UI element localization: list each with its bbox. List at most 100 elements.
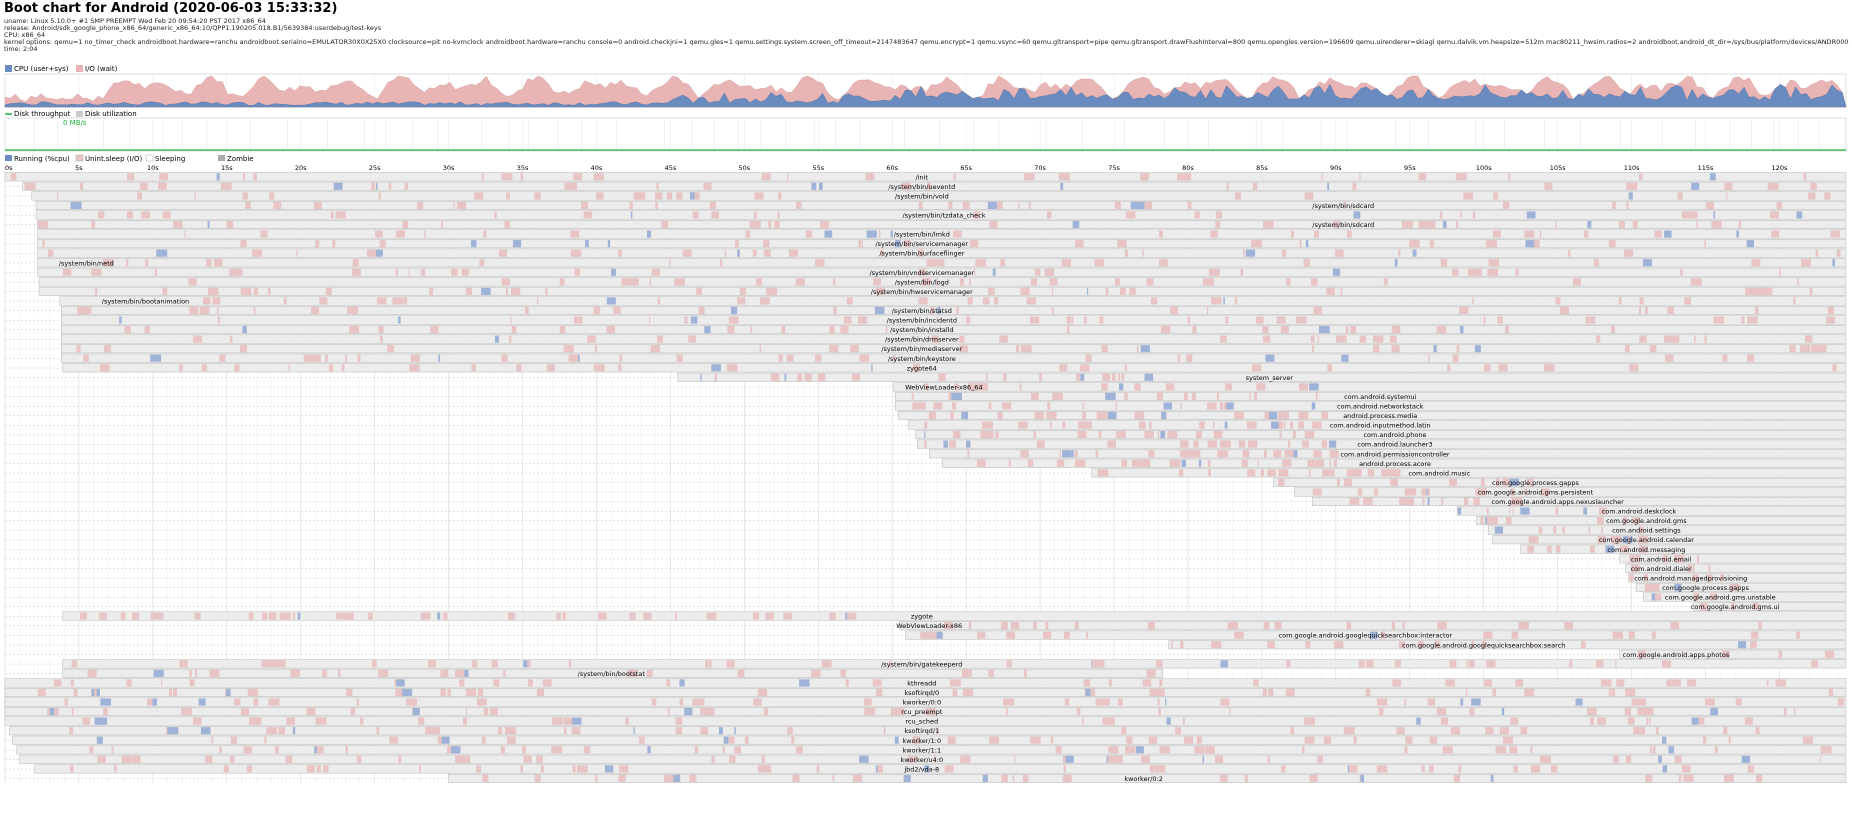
process-row[interactable]: com.android.inputmethod.latin xyxy=(5,420,1847,430)
activity-mark xyxy=(1662,736,1667,744)
process-row[interactable]: /system/bin/servicemanager xyxy=(5,239,1847,248)
activity-mark xyxy=(1674,555,1685,563)
process-row[interactable]: ksoftirqd/0 xyxy=(4,688,1847,697)
process-row[interactable]: com.google.android.apps.nexuslauncher xyxy=(5,497,1847,506)
zombie-legend: Zombie xyxy=(227,155,254,163)
process-name: /system/bin/statsd xyxy=(892,307,952,315)
activity-mark xyxy=(279,612,290,620)
process-row[interactable]: /system/bin/lmkd xyxy=(5,229,1847,239)
activity-mark xyxy=(1119,383,1124,391)
process-row[interactable]: zygote64 xyxy=(5,363,1847,373)
activity-mark xyxy=(1223,402,1228,410)
process-row[interactable]: ksoftirqd/1 xyxy=(5,726,1847,735)
activity-mark xyxy=(1149,421,1152,429)
process-row[interactable]: /system/bin/sdcard xyxy=(5,200,1847,210)
activity-mark xyxy=(959,345,968,353)
process-row[interactable]: com.android.deskclock xyxy=(5,506,1847,516)
process-row[interactable]: com.android.permissioncontroller xyxy=(5,449,1847,458)
activity-mark xyxy=(1057,459,1065,467)
process-row[interactable]: /system/bin/netd xyxy=(5,258,1847,267)
process-row[interactable]: android.process.acore xyxy=(5,458,1847,468)
process-row[interactable]: com.android.managedprovisioning xyxy=(5,573,1847,583)
process-row[interactable]: /system/bin/keystore xyxy=(5,353,1847,363)
process-row[interactable]: /system/bin/incidentd xyxy=(5,315,1847,325)
process-row[interactable]: com.google.android.googlequicksearchbox:… xyxy=(5,630,1847,640)
process-row[interactable]: kthreadd xyxy=(4,678,1847,688)
process-row[interactable]: zygote xyxy=(5,611,1847,621)
process-row[interactable]: com.google.android.gms.unstable xyxy=(5,592,1847,602)
process-row[interactable]: com.google.process.gapps xyxy=(5,477,1847,487)
process-name: /system/bin/tzdata_check xyxy=(902,212,985,220)
process-row[interactable]: WebViewLoader-x86_64 xyxy=(5,382,1847,392)
process-row[interactable]: /system/bin/logd xyxy=(5,277,1847,287)
activity-mark xyxy=(240,240,247,248)
process-row[interactable]: com.android.dialer xyxy=(5,563,1847,573)
activity-mark xyxy=(1262,326,1269,334)
process-row[interactable]: /system/bin/bootanimation xyxy=(5,296,1847,306)
process-row[interactable]: WebViewLoader-x86 xyxy=(5,621,1847,630)
process-row[interactable]: kworker/u4:0 xyxy=(5,754,1847,764)
process-row[interactable]: kworker/1:1 xyxy=(5,745,1847,755)
activity-mark xyxy=(1741,316,1745,324)
process-row[interactable]: com.google.process.gapps xyxy=(5,582,1847,592)
process-row[interactable]: com.google.android.gms.persistent xyxy=(5,487,1847,497)
process-row[interactable]: com.android.launcher3 xyxy=(5,439,1847,449)
activity-mark xyxy=(1453,774,1461,782)
process-row[interactable]: /system/bin/tzdata_check xyxy=(5,210,1847,220)
process-row[interactable]: rcu_sched xyxy=(4,716,1847,726)
process-row[interactable]: kworker/0:0 xyxy=(4,697,1847,707)
activity-mark xyxy=(1166,717,1171,725)
process-row[interactable]: /system/bin/sdcard xyxy=(5,220,1847,229)
activity-mark xyxy=(1394,259,1398,267)
process-row[interactable]: /system/bin/bootstat xyxy=(5,668,1164,678)
activity-mark xyxy=(952,431,961,439)
activity-mark xyxy=(858,240,862,248)
disk-chart-grid xyxy=(4,118,1820,151)
process-row[interactable]: kworker/1:0 xyxy=(5,735,1847,745)
process-row[interactable]: /system/bin/drmserver xyxy=(5,334,1847,344)
activity-mark xyxy=(1225,383,1232,391)
process-row[interactable]: com.android.messaging xyxy=(5,544,1847,554)
process-row[interactable]: com.google.android.gms.ui xyxy=(5,602,1847,611)
process-row[interactable]: /system/bin/vndservicemanager xyxy=(5,267,1847,277)
process-row[interactable]: com.android.networkstack xyxy=(5,401,1847,411)
process-row[interactable]: /system/bin/hwservicemanager xyxy=(5,286,1847,296)
activity-mark xyxy=(1458,765,1462,773)
activity-mark xyxy=(156,249,168,257)
process-row[interactable]: /system/bin/surfaceflinger xyxy=(5,248,1847,258)
process-row[interactable]: /system/bin/vold xyxy=(5,191,1847,201)
process-row[interactable]: com.android.settings xyxy=(5,525,1847,535)
process-row[interactable]: com.google.android.calendar xyxy=(5,535,1847,544)
process-row[interactable]: com.android.phone xyxy=(5,430,1847,439)
process-row[interactable]: jbd2/vda-8 xyxy=(5,764,1847,774)
process-row[interactable]: com.android.music xyxy=(5,468,1847,478)
process-row[interactable]: /system/bin/statsd xyxy=(5,306,1847,315)
process-row[interactable]: com.google.android.gms xyxy=(5,516,1847,525)
activity-mark xyxy=(1211,297,1215,305)
process-row[interactable]: com.android.email xyxy=(5,554,1847,564)
activity-mark xyxy=(734,240,739,248)
activity-mark xyxy=(1161,411,1167,420)
process-row[interactable]: system_server xyxy=(5,372,1847,382)
activity-mark xyxy=(96,736,103,744)
process-row[interactable]: /system/bin/gatekeeperd xyxy=(5,659,1847,669)
activity-mark xyxy=(1134,383,1141,391)
process-row[interactable]: rcu_preempt xyxy=(4,707,1847,716)
process-row[interactable]: android.process.media xyxy=(5,411,1847,420)
activity-mark xyxy=(754,192,764,200)
activity-mark xyxy=(1234,297,1238,305)
process-row[interactable]: /system/bin/mediaserver xyxy=(5,344,1847,353)
process-row[interactable]: com.google.android.apps.photos xyxy=(5,649,1847,659)
activity-mark xyxy=(91,268,102,276)
process-row[interactable]: com.google.android.googlequicksearchbox:… xyxy=(5,640,1847,649)
process-row[interactable]: com.android.systemui xyxy=(5,391,1847,401)
activity-mark xyxy=(1784,708,1787,716)
activity-mark xyxy=(1475,488,1482,496)
process-row[interactable]: /system/bin/installd xyxy=(5,325,1847,334)
activity-mark xyxy=(189,669,192,677)
process-row[interactable]: kworker/0:2 xyxy=(5,773,1847,783)
activity-mark xyxy=(601,612,604,620)
process-row[interactable]: /init xyxy=(4,172,1847,182)
process-row[interactable]: /system/bin/ueventd xyxy=(5,181,1847,191)
activity-mark xyxy=(1830,230,1840,238)
